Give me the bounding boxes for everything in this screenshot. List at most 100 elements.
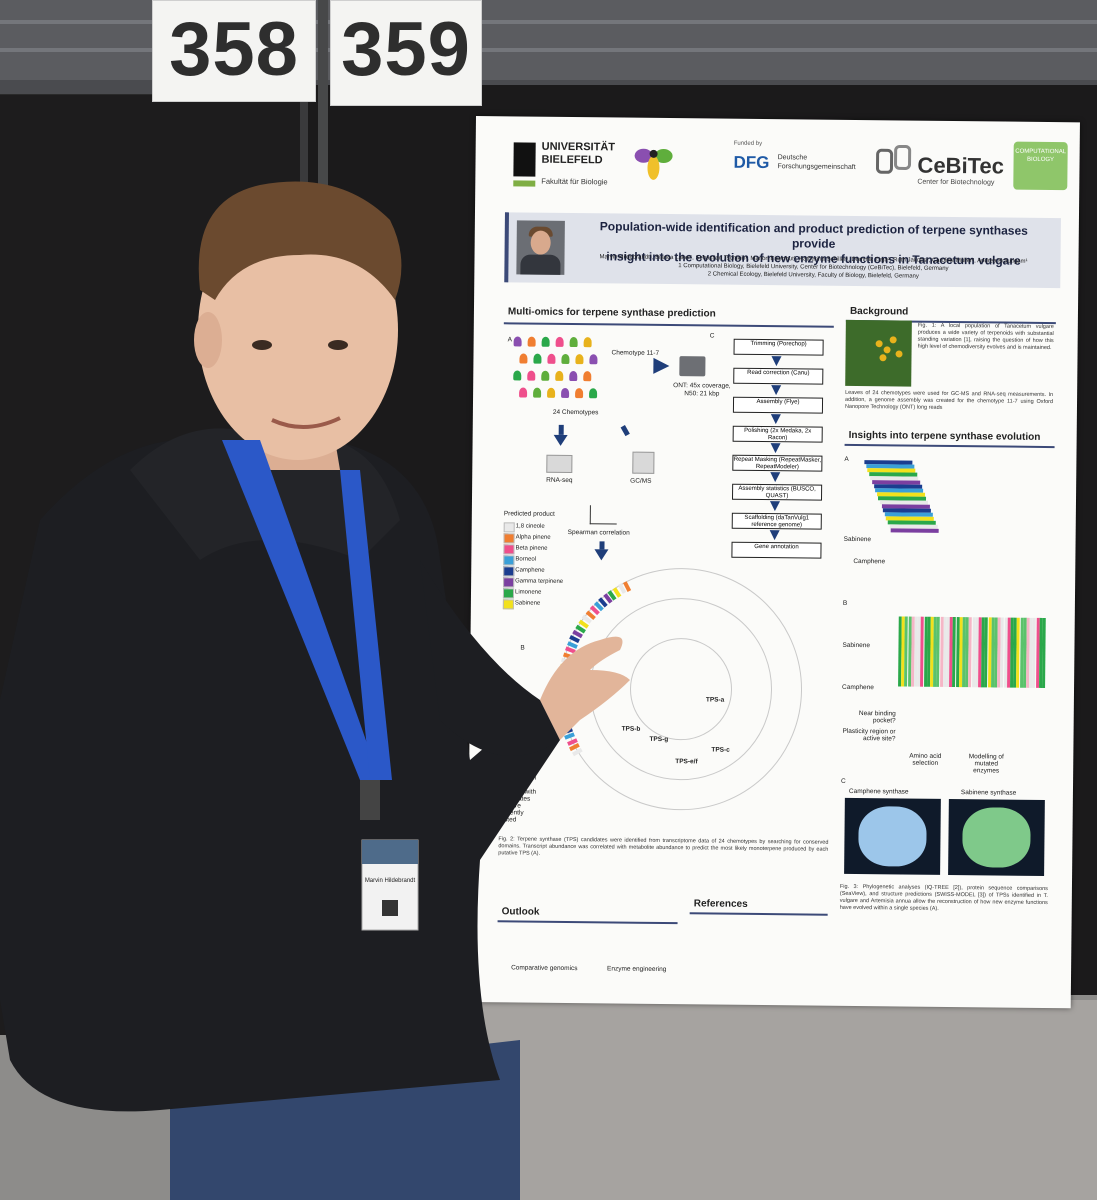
camphene-synthase-structure [844,797,941,875]
chemotype-plant-icon [541,370,550,381]
legend-title: Predicted product [503,510,555,518]
legend-item: Borneol [503,555,537,566]
legend-swatch [503,577,515,588]
near-binding-label: Near binding pocket? [858,710,896,725]
legend-item: Sabinene [502,599,540,610]
legend-swatch [503,544,515,555]
rnaseq-machine-icon [546,454,573,474]
chemotype-plant-icon [561,353,570,364]
cebitec-name: CeBiTec [917,152,1005,179]
gcms-machine-icon [632,451,655,474]
legend-label: 1,8 cineole [515,523,545,530]
rnaseq-label: RNA-seq [546,476,573,485]
workflow-step: Polishing (2x Medaka, 2x Racon) [732,425,823,443]
chemotype-plant-icon [569,370,578,382]
legend-swatch [503,555,515,566]
arrow-down-icon [771,385,782,396]
arrow-right-icon [653,357,670,375]
plasticity-label: Plasticity region or active site? [842,727,896,743]
chemotype-plant-icon [541,336,550,347]
chemotype-plant-icon [513,370,522,381]
faculty-name: Fakultät für Biologie [541,176,608,187]
spearman-label: Spearman correlation [567,528,630,537]
right-column: Background Fig. 1: A local population of… [839,300,1056,942]
author-list: Marvin Hildebrandt¹, Bianca Laker¹, Seba… [578,253,1048,282]
amino-acid-label: Amino acid selection [909,752,942,767]
tree-ring-segment [556,688,568,693]
chemotype-plant-icon [547,353,556,364]
tree-color-ring [504,296,834,757]
chemotype-plant-icon [527,336,536,347]
legend-item: Alpha pinene [503,533,551,544]
arrow-down-icon [770,414,781,425]
heatmap-row [890,528,939,533]
arrow-down-icon [553,434,568,446]
chemotype-plant-icon [575,354,584,365]
cebitec-logo: CeBiTec Center for Biotechnology [875,142,1004,187]
section-heading-background: Background [849,305,909,318]
bielefeld-logo: UNIVERSITÄT BIELEFELD Fakultät für Biolo… [513,140,629,187]
university-name: UNIVERSITÄT BIELEFELD [541,140,616,167]
section-heading-insights: Insights into terpene synthase evolution [848,429,1041,443]
alignment-heatmap-a [846,300,1056,533]
dfg-logo: DFG [733,152,770,173]
legend-label: Limonene [514,589,542,596]
chemotype-plant-icon [547,387,556,398]
chemotype-plant-icon [519,353,528,364]
arrow-down-icon [594,549,609,561]
chemotype-plant-icon [589,354,598,365]
ceiling-truss [0,20,1097,24]
legend-item: Limonene [502,588,542,599]
chemotype-plant-icon [513,336,522,347]
workflow-step: Read correction (Canu) [733,367,824,385]
workflow-step: Trimming (Porechop) [733,338,824,356]
figure-3-caption: Fig. 3: Phylogenetic analyses (IQ-TREE [… [839,883,1048,912]
sabinene-synthase-label: Sabinene synthase [960,789,1017,797]
board-pole [318,0,328,1000]
chemotype-plant-icon [575,388,584,399]
clusters-candidates-label: Clusters with candidates that are curren… [498,788,537,824]
chemotype-label: Chemotype 11-7 [611,349,660,357]
chemotype-plant-icon [555,370,564,381]
modelling-label: Modelling of mutated enzymes [968,753,1004,775]
tree-clade-label: TPS-c [711,746,730,754]
chemotype-plant-icon [527,370,536,381]
tree-clade-label: TPS-e/f [675,758,698,766]
chemotype-plant-icon [555,336,564,347]
figure-1-caption: Fig. 1: A local population of Tanacetum … [917,322,1054,352]
sabinene-synthase-structure [948,798,1045,876]
multiomics-section: Multi-omics for terpene synthase predict… [497,296,834,973]
workflow-step: Assembly (Flye) [732,396,824,414]
tree-ring-segment [556,693,568,699]
arrow-down-icon [770,472,781,483]
legend-label: Borneol [515,556,537,563]
section-heading-references: References [693,898,748,910]
legend-label: Camphene [515,567,545,574]
tree-clade-label: TPS-a [705,696,725,704]
title-line-1: Population-wide identification and produ… [599,219,1028,251]
legend-item: Beta pinene [503,544,548,555]
legend-swatch [503,522,515,533]
sabinene-label-b: Sabinene [842,641,870,650]
title-banner: Population-wide identification and produ… [504,212,1061,289]
legend-label: Gamma terpinene [515,578,564,585]
bielefeld-bar [513,180,536,187]
research-poster: UNIVERSITÄT BIELEFELD Fakultät für Biolo… [466,116,1080,1009]
arrow-down-icon [769,530,780,541]
section-rule [503,322,834,328]
chemotype-plant-icon [519,387,528,398]
bielefeld-mark-icon [513,142,536,177]
tree-clade-label: TPS-g [649,735,669,744]
section-heading-multiomics: Multi-omics for terpene synthase predict… [507,306,716,320]
workflow-step: Repeat Masking (RepeatMasker, RepeatMode… [732,454,823,472]
chemotype-plant-icon [589,388,598,399]
assembly-workflow: Trimming (Porechop) Read correction (Canu… [504,296,834,559]
figure-2-caption: Fig. 2: Terpene synthase (TPS) candidate… [498,836,829,857]
section-heading-outlook: Outlook [501,906,540,918]
camphene-label-a: Camphene [853,557,886,566]
workflow-step: Scaffolding (daTanVulg1 reference genome… [731,512,822,530]
clusters-validated-label: Clusters with validated TPS function [499,760,537,782]
chemotype-plants [504,296,834,399]
sequencer-icon [679,356,706,377]
